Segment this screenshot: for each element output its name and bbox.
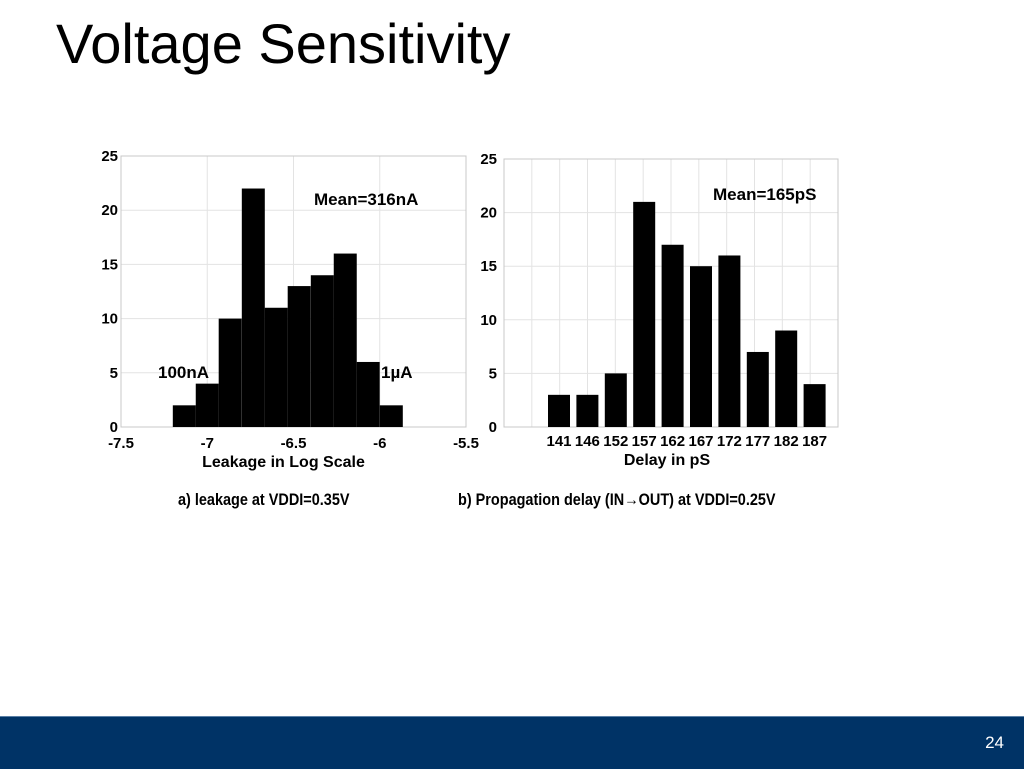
y-tick-label: 5 [110, 365, 118, 382]
histogram-bar [218, 318, 242, 427]
y-tick-label: 10 [101, 311, 118, 328]
histogram-bar [718, 255, 741, 427]
slide-number: 24 [985, 733, 1004, 752]
x-tick-label: -7.5 [108, 435, 134, 452]
right-arrow-icon: → [624, 490, 639, 509]
histogram-bar [576, 394, 599, 427]
caption-leakage-text: a) leakage at VDDI=0.35V [178, 490, 350, 509]
histogram-bar [195, 383, 219, 427]
histogram-bar [775, 330, 798, 427]
y-tick-label: 15 [480, 258, 497, 275]
x-tick-label: 177 [745, 433, 770, 450]
annotation-100na: 100nA [158, 363, 209, 382]
caption-leakage: a) leakage at VDDI=0.35V [178, 490, 350, 510]
histogram-bar [661, 244, 684, 427]
histogram-bar [241, 188, 265, 427]
histogram-bar [690, 266, 712, 427]
x-tick-label: -5.5 [453, 435, 479, 452]
caption-delay-suffix: OUT) at VDDI=0.25V [638, 490, 776, 509]
y-tick-label: 25 [101, 148, 118, 165]
histogram-bar [548, 394, 570, 427]
x-tick-label: 157 [632, 433, 657, 450]
histogram-bar [604, 373, 627, 427]
histogram-bar [287, 286, 311, 427]
x-tick-label: 152 [603, 433, 628, 450]
y-tick-label: 25 [480, 151, 497, 168]
x-axis-label: Delay in pS [624, 452, 711, 469]
histogram-bar [803, 384, 826, 427]
slide-title: Voltage Sensitivity [56, 12, 511, 75]
leakage-histogram-chart: 0 5 10 15 20 25 -7.5 -7 -6.5 -6 -5.5 Leakage in Log… [101, 148, 479, 471]
caption-delay: b) Propagation delay (IN→OUT) at VDDI=0.… [458, 490, 776, 510]
caption-delay-prefix: b) Propagation delay (IN [458, 490, 625, 509]
histogram-bar [172, 405, 196, 427]
x-tick-label: -7 [201, 435, 214, 452]
y-tick-label: 0 [489, 419, 497, 436]
histogram-bar [333, 253, 357, 427]
x-tick-label: 187 [802, 433, 827, 450]
y-tick-label: 20 [101, 202, 118, 219]
delay-histogram-chart: 0 5 10 15 20 25 141 146 152 157 162 167 172 177 182 187… [480, 151, 839, 469]
annotation-mean: Mean=165pS [713, 185, 816, 204]
histogram-bar [633, 201, 656, 427]
x-tick-label: 162 [660, 433, 685, 450]
y-tick-label: 10 [480, 312, 497, 329]
y-tick-label: 0 [110, 419, 118, 436]
histogram-bar [379, 405, 403, 427]
histogram-bar [356, 361, 380, 427]
x-tick-label: 182 [774, 433, 799, 450]
x-tick-label: 146 [575, 433, 600, 450]
x-axis-label: Leakage in Log Scale [202, 454, 365, 471]
x-tick-label: 141 [546, 433, 571, 450]
x-tick-label: 172 [717, 433, 742, 450]
annotation-1ua: 1µA [381, 363, 413, 382]
x-tick-label: -6 [373, 435, 386, 452]
histogram-bar [746, 351, 769, 427]
footer-bar: 24 [0, 716, 1024, 769]
x-tick-label: 167 [688, 433, 713, 450]
histogram-bar [310, 275, 334, 427]
y-tick-label: 20 [480, 205, 497, 222]
annotation-mean: Mean=316nA [314, 190, 418, 209]
y-tick-label: 15 [101, 256, 118, 273]
histogram-bar [264, 307, 288, 427]
x-tick-label: -6.5 [281, 435, 307, 452]
y-tick-label: 5 [489, 365, 497, 382]
